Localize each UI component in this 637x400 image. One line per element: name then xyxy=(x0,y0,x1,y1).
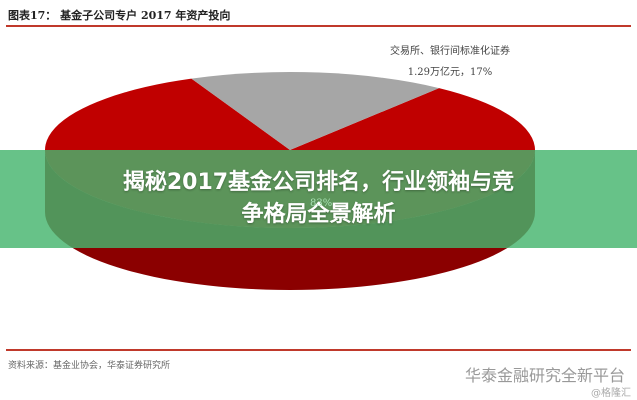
gray-label-line1: 交易所、银行间标准化证券 xyxy=(390,46,510,57)
bottom-divider xyxy=(6,349,631,351)
pie-side xyxy=(45,150,535,290)
watermark: 华泰金融研究全新平台 xyxy=(464,366,625,385)
top-divider xyxy=(6,25,631,27)
pie-slice-gray xyxy=(191,72,440,150)
source-note: 资料来源：基金业协会，华泰证券研究所 xyxy=(8,361,171,371)
title-banner: 揭秘2017基金公司排名，行业领袖与竞 争格局全景解析 xyxy=(0,150,637,248)
red-slice-label: 83% xyxy=(310,198,333,209)
gray-slice-label: 交易所、银行间标准化证券 1.29万亿元，17% xyxy=(340,42,560,78)
gray-label-line2: 1.29万亿元，17% xyxy=(407,67,493,78)
chart-title: 图表17： 基金子公司专户 2017 年资产投向 xyxy=(8,9,231,22)
banner-line-1: 揭秘2017基金公司排名，行业领袖与竞 xyxy=(122,170,515,195)
banner-line-2: 争格局全景解析 xyxy=(241,202,396,227)
credit: @格隆汇 xyxy=(591,388,631,399)
